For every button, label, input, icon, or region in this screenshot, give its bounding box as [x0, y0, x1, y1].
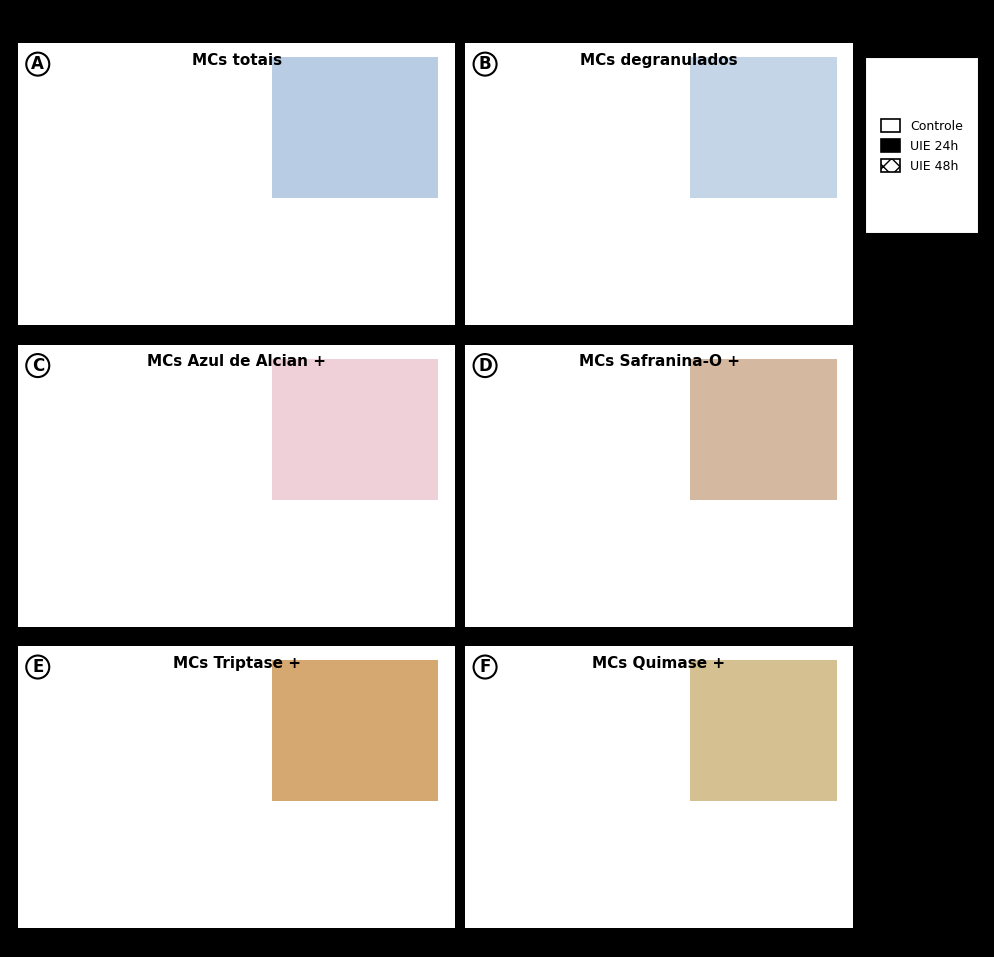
- Text: C: C: [32, 357, 44, 374]
- Text: MCs Triptase +: MCs Triptase +: [173, 656, 300, 671]
- Y-axis label: Células/mm²: Células/mm²: [41, 743, 54, 822]
- Text: A: A: [32, 56, 44, 73]
- Text: F: F: [479, 658, 491, 676]
- Text: MCs Azul de Alcian +: MCs Azul de Alcian +: [147, 354, 326, 369]
- Bar: [102, 796, 176, 895]
- Text: MCs totais: MCs totais: [192, 53, 281, 68]
- Bar: [329, 867, 403, 895]
- Text: MCs Quimase +: MCs Quimase +: [592, 656, 726, 671]
- Text: p<0.001: p<0.001: [602, 417, 653, 431]
- Bar: [216, 853, 289, 895]
- Text: p<0.05: p<0.05: [174, 69, 218, 82]
- Bar: [743, 834, 806, 895]
- Bar: [329, 219, 403, 292]
- Text: B: B: [479, 56, 491, 73]
- Text: E: E: [32, 658, 44, 676]
- Bar: [743, 561, 806, 593]
- Legend: Controle, UIE 24h, UIE 48h: Controle, UIE 24h, UIE 48h: [876, 114, 968, 178]
- Bar: [547, 588, 610, 593]
- Bar: [645, 772, 709, 895]
- Bar: [547, 792, 610, 895]
- Bar: [216, 438, 289, 593]
- Bar: [216, 129, 289, 292]
- Y-axis label: Células/mm²: Células/mm²: [488, 441, 501, 521]
- Bar: [102, 516, 176, 593]
- Text: MCs degranulados: MCs degranulados: [580, 53, 738, 68]
- Bar: [102, 243, 176, 292]
- Bar: [645, 187, 709, 292]
- Y-axis label: Células/mm²: Células/mm²: [41, 140, 54, 219]
- Bar: [547, 285, 610, 292]
- Text: MCs Safranina-O +: MCs Safranina-O +: [579, 354, 740, 369]
- Text: p<0.01: p<0.01: [704, 417, 747, 431]
- Y-axis label: Células/mm²: Células/mm²: [41, 441, 54, 521]
- Bar: [645, 465, 709, 593]
- Y-axis label: Células/mm²: Células/mm²: [488, 743, 501, 822]
- Bar: [743, 278, 806, 292]
- Text: D: D: [478, 357, 492, 374]
- Y-axis label: Células/mm²: Células/mm²: [488, 140, 501, 219]
- Bar: [329, 537, 403, 593]
